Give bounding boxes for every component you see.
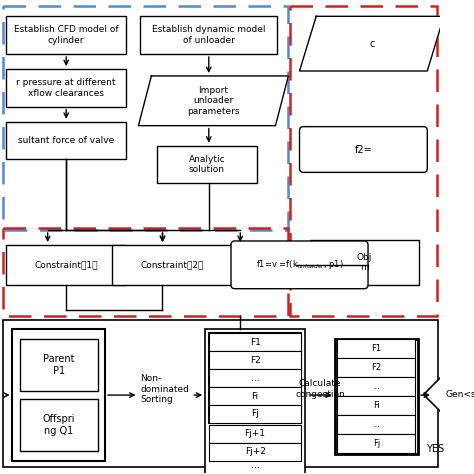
FancyBboxPatch shape [231, 241, 368, 289]
Text: Fj+1: Fj+1 [245, 429, 265, 438]
Polygon shape [300, 16, 444, 71]
Bar [20, 339, 98, 391]
Text: YES: YES [426, 444, 444, 454]
Bar [209, 333, 301, 351]
Bar [209, 369, 301, 387]
Bar [290, 6, 437, 316]
Bar [209, 387, 301, 405]
Text: ...: ... [251, 460, 260, 470]
Bar [6, 122, 127, 159]
Text: Non-
dominated
Sorting: Non- dominated Sorting [140, 374, 189, 404]
Text: F1: F1 [371, 344, 382, 353]
Bar [3, 6, 288, 230]
Bar [6, 16, 127, 54]
Text: Offspri
ng Q1: Offspri ng Q1 [43, 414, 75, 436]
FancyBboxPatch shape [300, 127, 427, 173]
Text: Constraint（1）: Constraint（1） [35, 260, 98, 269]
Text: Fi: Fi [373, 401, 380, 410]
Text: Establish dynamic model
of unloader: Establish dynamic model of unloader [152, 26, 265, 45]
Polygon shape [138, 76, 288, 126]
Text: Constraint（2）: Constraint（2） [141, 260, 204, 269]
Bar [209, 443, 301, 461]
Bar [112, 245, 233, 285]
Text: r pressure at different
xflow clearances: r pressure at different xflow clearances [17, 78, 116, 98]
Bar [337, 434, 415, 453]
Text: F1: F1 [250, 338, 261, 347]
Bar [6, 69, 127, 107]
Bar [12, 329, 105, 461]
Text: Calculate
congestion: Calculate congestion [295, 379, 345, 399]
Text: Parent
P1: Parent P1 [43, 355, 74, 376]
Text: f1=v =f(k$_{unloader}$, p1): f1=v =f(k$_{unloader}$, p1) [255, 258, 344, 271]
Text: F2: F2 [250, 356, 260, 365]
Bar [209, 425, 301, 443]
Bar [3, 228, 288, 316]
Text: Fj: Fj [251, 410, 259, 419]
Text: Fj+2: Fj+2 [245, 447, 265, 456]
Bar [209, 405, 301, 423]
Text: Obj
m: Obj m [356, 253, 372, 272]
Bar [140, 16, 277, 54]
Bar [337, 396, 415, 415]
Text: c: c [369, 39, 374, 49]
Bar [3, 319, 438, 466]
Text: Gen<s: Gen<s [445, 390, 474, 399]
Bar [157, 146, 257, 183]
Text: f2=: f2= [355, 145, 372, 155]
Bar [337, 415, 415, 434]
Bar [20, 399, 98, 451]
Bar [209, 351, 301, 369]
Text: Establish CFD model of
cylinder: Establish CFD model of cylinder [14, 26, 118, 45]
Text: sultant force of valve: sultant force of valve [18, 136, 114, 145]
Bar [310, 240, 419, 285]
Bar [205, 329, 305, 474]
Text: Analytic
solution: Analytic solution [189, 155, 225, 174]
Text: Import
unloader
parameters: Import unloader parameters [187, 86, 240, 116]
Bar [337, 358, 415, 377]
Text: F2: F2 [371, 363, 382, 372]
Bar [335, 339, 418, 454]
Bar [337, 339, 415, 358]
Bar [209, 333, 301, 423]
Text: ...: ... [373, 420, 380, 429]
Text: ...: ... [373, 382, 380, 391]
Bar [6, 245, 127, 285]
Bar [337, 377, 415, 396]
Text: Fi: Fi [252, 392, 259, 401]
Text: Fj: Fj [373, 439, 380, 448]
Polygon shape [424, 357, 474, 432]
Text: ...: ... [251, 374, 259, 383]
